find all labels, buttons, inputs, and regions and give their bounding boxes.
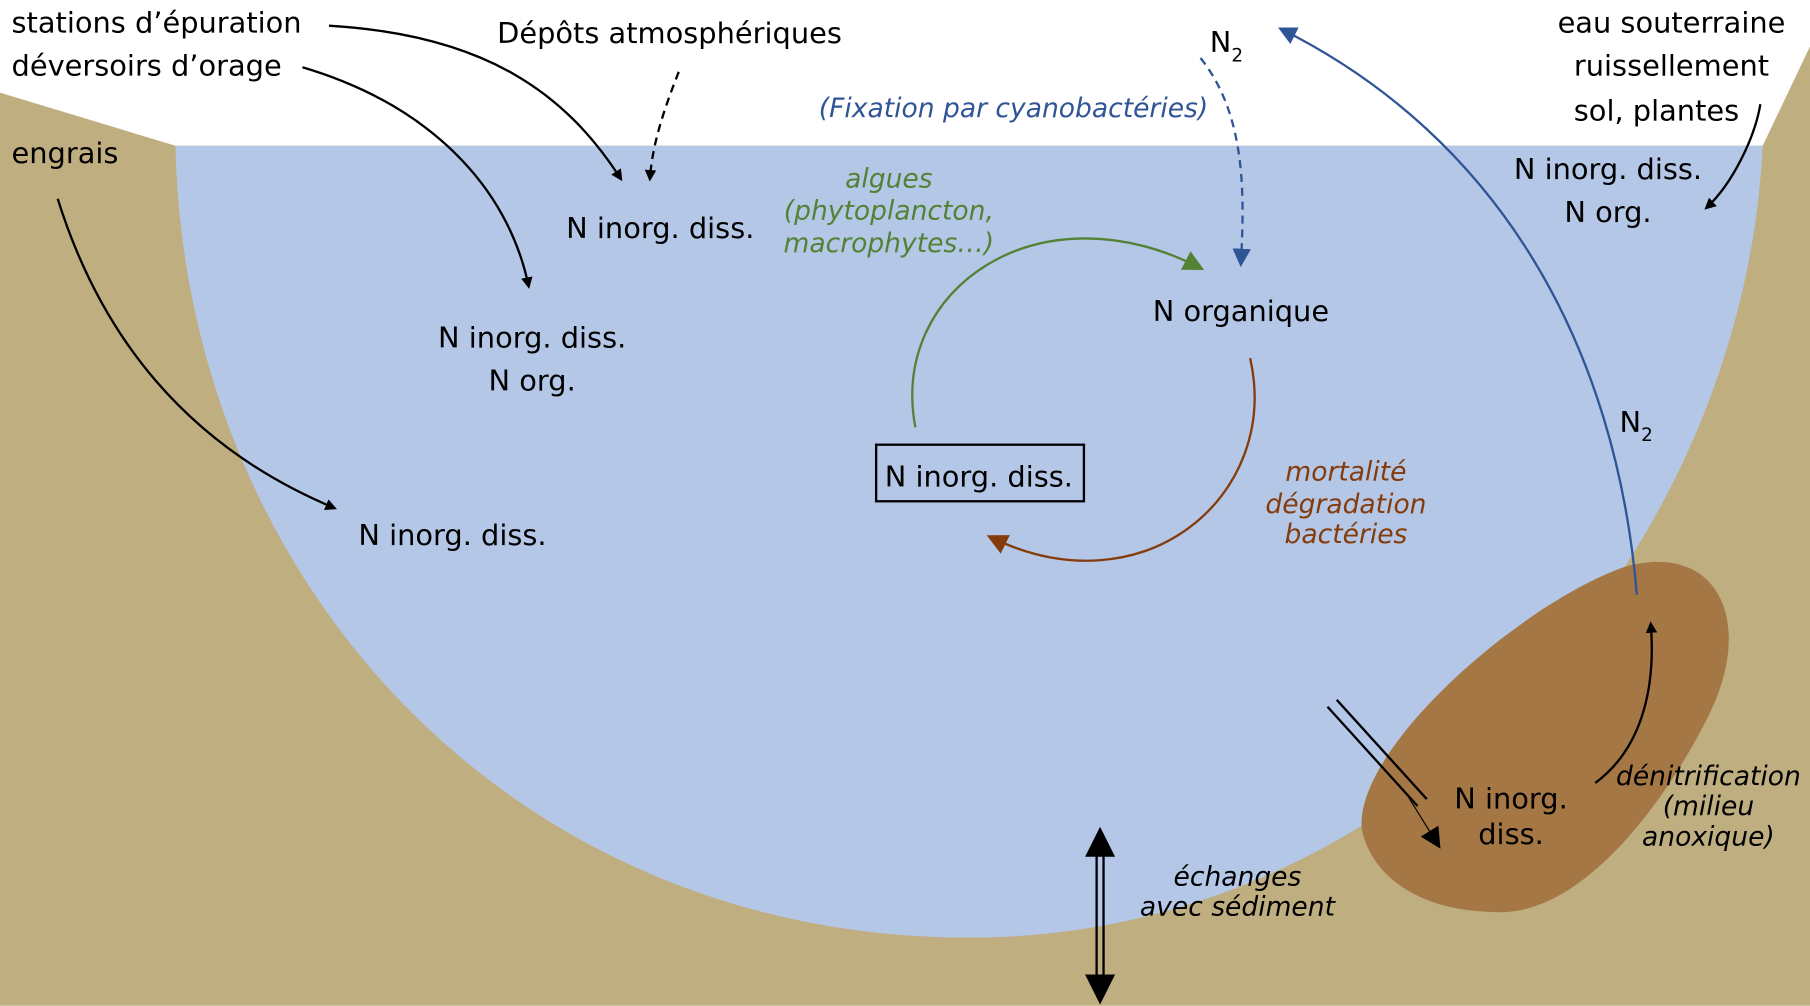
label: N inorg. <box>1454 781 1568 815</box>
label: (milieu <box>1663 791 1754 822</box>
text: N <box>1210 25 1232 59</box>
label: (phytoplancton, <box>784 196 994 227</box>
label: N inorg. diss. <box>885 459 1073 493</box>
label: N org. <box>1564 195 1651 229</box>
label: sol, plantes <box>1574 93 1739 127</box>
label: stations d’épuration <box>12 6 302 40</box>
label: Dépôts atmosphériques <box>497 16 842 50</box>
label: engrais <box>12 136 119 170</box>
label: déversoirs d’orage <box>12 48 282 82</box>
label: eau souterraine <box>1558 6 1786 40</box>
label: avec sédiment <box>1140 892 1337 923</box>
text: 2 <box>1231 45 1243 66</box>
label: N organique <box>1153 294 1329 328</box>
label: N org. <box>489 363 576 397</box>
text: 2 <box>1641 425 1653 446</box>
label: bactéries <box>1285 519 1408 550</box>
diagram: stations d’épuration déversoirs d’orage … <box>0 0 1810 1006</box>
label: N inorg. diss. <box>358 518 546 552</box>
label: (Fixation par cyanobactéries) <box>819 93 1208 124</box>
label: ruissellement <box>1574 48 1769 82</box>
label: anoxique) <box>1642 821 1775 852</box>
label: dénitrification <box>1616 761 1801 792</box>
label: N inorg. diss. <box>1514 152 1702 186</box>
label: algues <box>845 163 933 194</box>
label: dégradation <box>1265 489 1426 520</box>
label: N inorg. diss. <box>438 321 626 355</box>
label: échanges <box>1174 862 1302 893</box>
background <box>0 0 1810 1005</box>
label: diss. <box>1478 817 1544 851</box>
label: N inorg. diss. <box>566 211 754 245</box>
text: N <box>1620 405 1642 439</box>
label: macrophytes…) <box>784 228 995 259</box>
label: mortalité <box>1285 456 1406 487</box>
